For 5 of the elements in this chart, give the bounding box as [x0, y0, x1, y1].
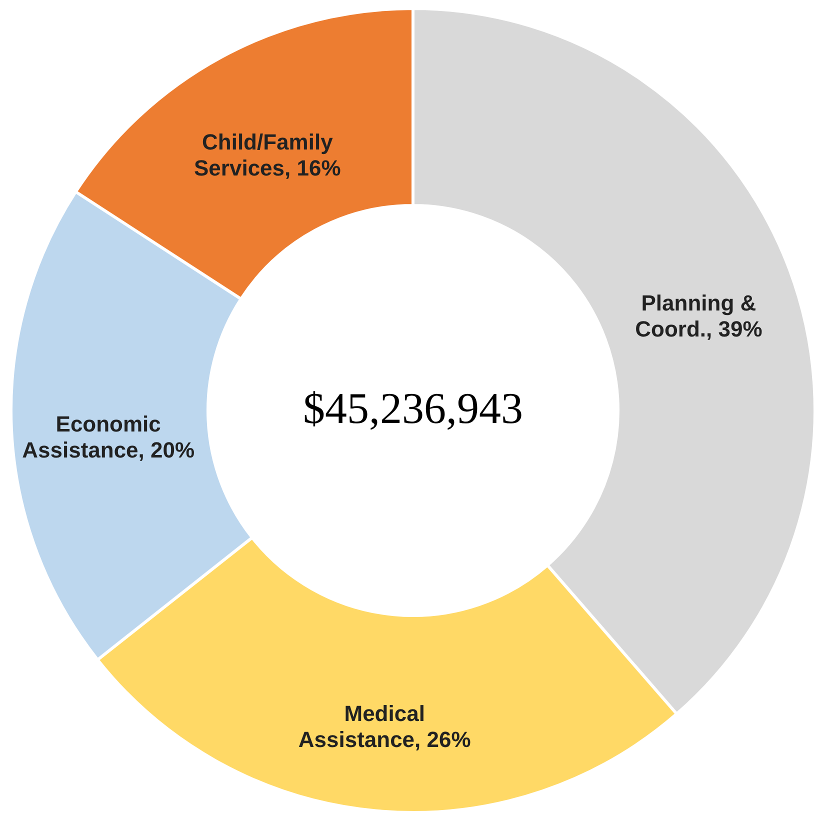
- text: $45,236,943: [303, 384, 523, 433]
- slice-label: Medical Assistance, 26%: [298, 701, 471, 752]
- slice-label: Child/Family Services, 16%: [194, 130, 341, 180]
- slice-label: Economic Assistance, 20%: [22, 412, 195, 463]
- slice-label: Planning & Coord., 39%: [635, 290, 762, 342]
